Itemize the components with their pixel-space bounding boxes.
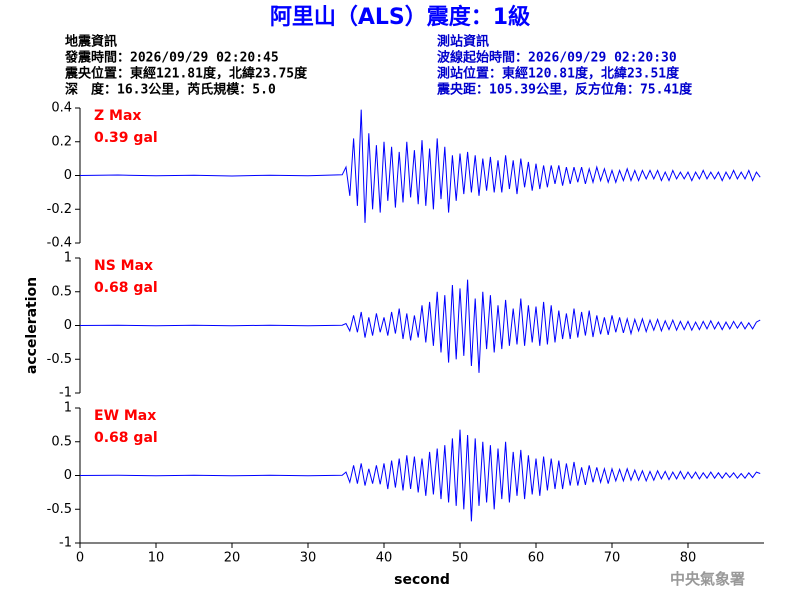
y-tick-label: 0.5 (51, 284, 72, 299)
header-line: 發震時間：2026/09/29 02:20:45 (64, 50, 279, 66)
y-tick-label: 1 (64, 251, 72, 266)
x-tick-label: 40 (376, 551, 393, 566)
header-line: 深 度：16.3公里，芮氏規模：5.0 (65, 82, 276, 98)
y-tick-label: 0.5 (51, 434, 72, 449)
y-tick-label: 0.4 (51, 101, 72, 116)
x-tick-label: 60 (528, 551, 545, 566)
y-tick-label: 0.2 (51, 134, 72, 149)
x-tick-label: 0 (76, 551, 84, 566)
y-tick-label: 1 (64, 401, 72, 416)
y-tick-label: -1 (59, 536, 72, 551)
header-line: 地震資訊 (65, 34, 117, 50)
x-tick-label: 20 (224, 551, 241, 566)
title: 阿里山（ALS）震度：1級 (270, 4, 530, 30)
y-tick-label: 0 (64, 168, 72, 183)
x-tick-label: 10 (148, 551, 165, 566)
annotation: 0.39 gal (94, 130, 158, 146)
x-tick-label: 70 (604, 551, 621, 566)
header-line: 測站資訊 (437, 34, 489, 50)
header-line: 震央距：105.39公里，反方位角：75.41度 (436, 82, 693, 98)
y-tick-label: -0.4 (47, 236, 72, 251)
y-tick-label: -0.5 (47, 352, 72, 367)
x-tick-label: 50 (452, 551, 469, 566)
y-tick-label: -1 (59, 386, 72, 401)
x-tick-label: 80 (680, 551, 697, 566)
header-line: 波線起始時間：2026/09/29 02:20:30 (437, 50, 677, 66)
y-label: acceleration (24, 277, 40, 374)
waveform (79, 109, 761, 223)
header-line: 測站位置：東經120.81度，北緯23.51度 (437, 66, 680, 82)
waveform (79, 279, 761, 373)
waveform (79, 429, 761, 522)
annotation: EW Max (94, 408, 156, 424)
footer: 中央氣象署 (670, 570, 745, 588)
x-label: second (394, 572, 450, 588)
y-tick-label: -0.5 (47, 502, 72, 517)
y-tick-label: 0 (64, 318, 72, 333)
annotation: Z Max (94, 108, 141, 124)
y-tick-label: -0.2 (47, 202, 72, 217)
x-tick-label: 30 (300, 551, 317, 566)
header-line: 震央位置：東經121.81度，北緯23.75度 (64, 66, 308, 82)
y-tick-label: 0 (64, 468, 72, 483)
annotation: NS Max (94, 258, 153, 274)
annotation: 0.68 gal (94, 280, 158, 296)
annotation: 0.68 gal (94, 430, 158, 446)
